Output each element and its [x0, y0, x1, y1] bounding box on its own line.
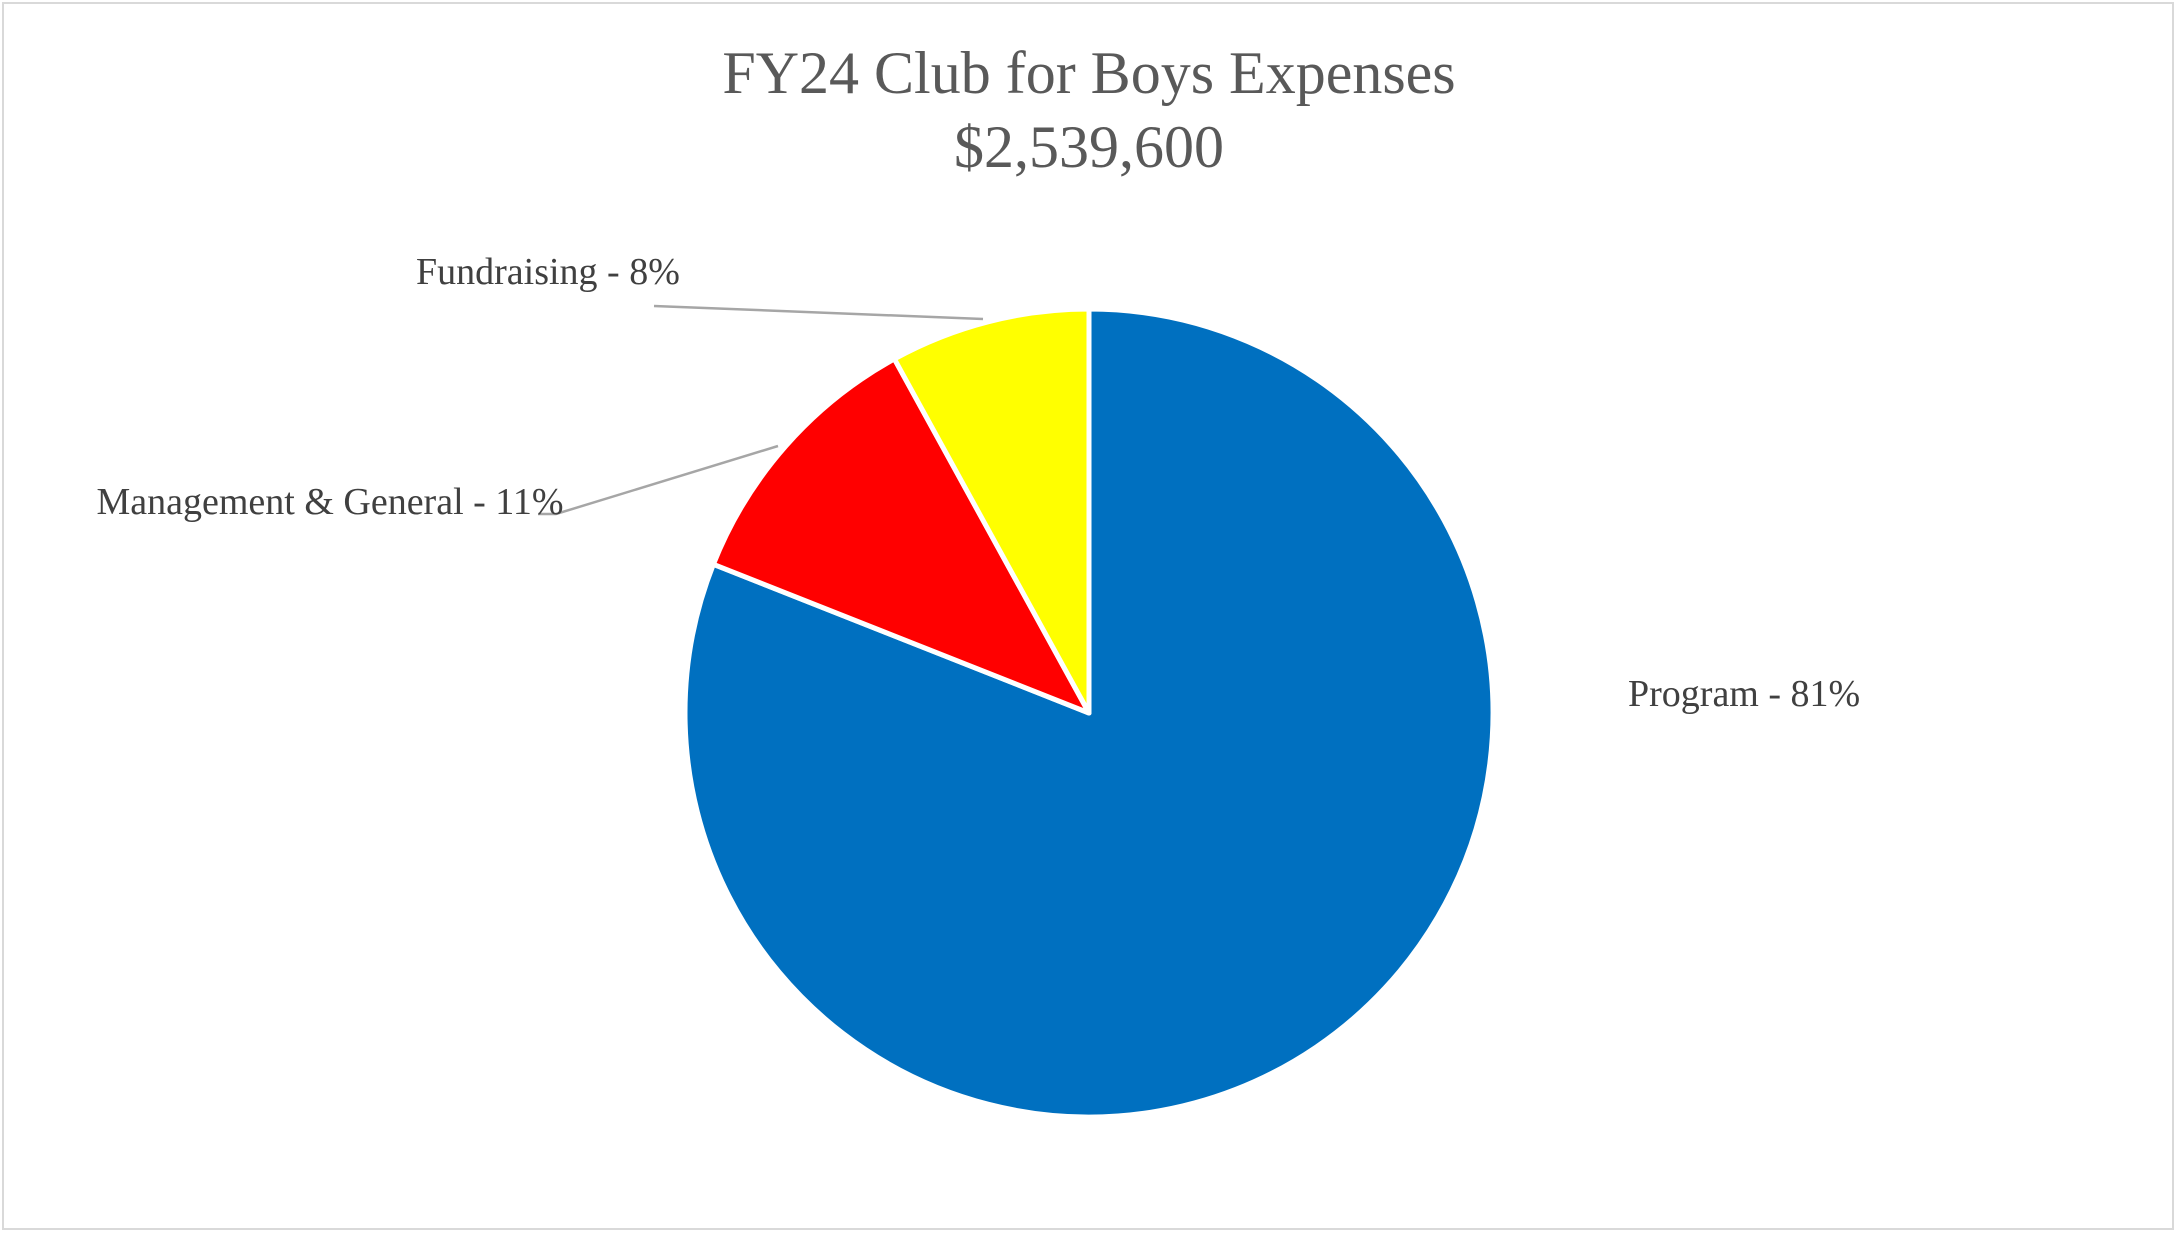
pie-slice-management-general — [710, 356, 1092, 716]
chart-subtitle: $2,539,600 — [954, 114, 1224, 180]
chart-title: FY24 Club for Boys Expenses — [722, 40, 1456, 106]
data-label-program: Program - 81% — [1628, 673, 1861, 715]
leader-lines — [538, 304, 984, 516]
data-label-management-general: Management & General - 11% — [96, 481, 564, 523]
pie-slices — [682, 306, 1496, 1120]
data-label-fundraising: Fundraising - 8% — [416, 251, 680, 293]
leader-line-management — [538, 444, 779, 516]
leader-line-fundraising — [653, 304, 984, 321]
pie-slice-fundraising — [891, 306, 1092, 716]
